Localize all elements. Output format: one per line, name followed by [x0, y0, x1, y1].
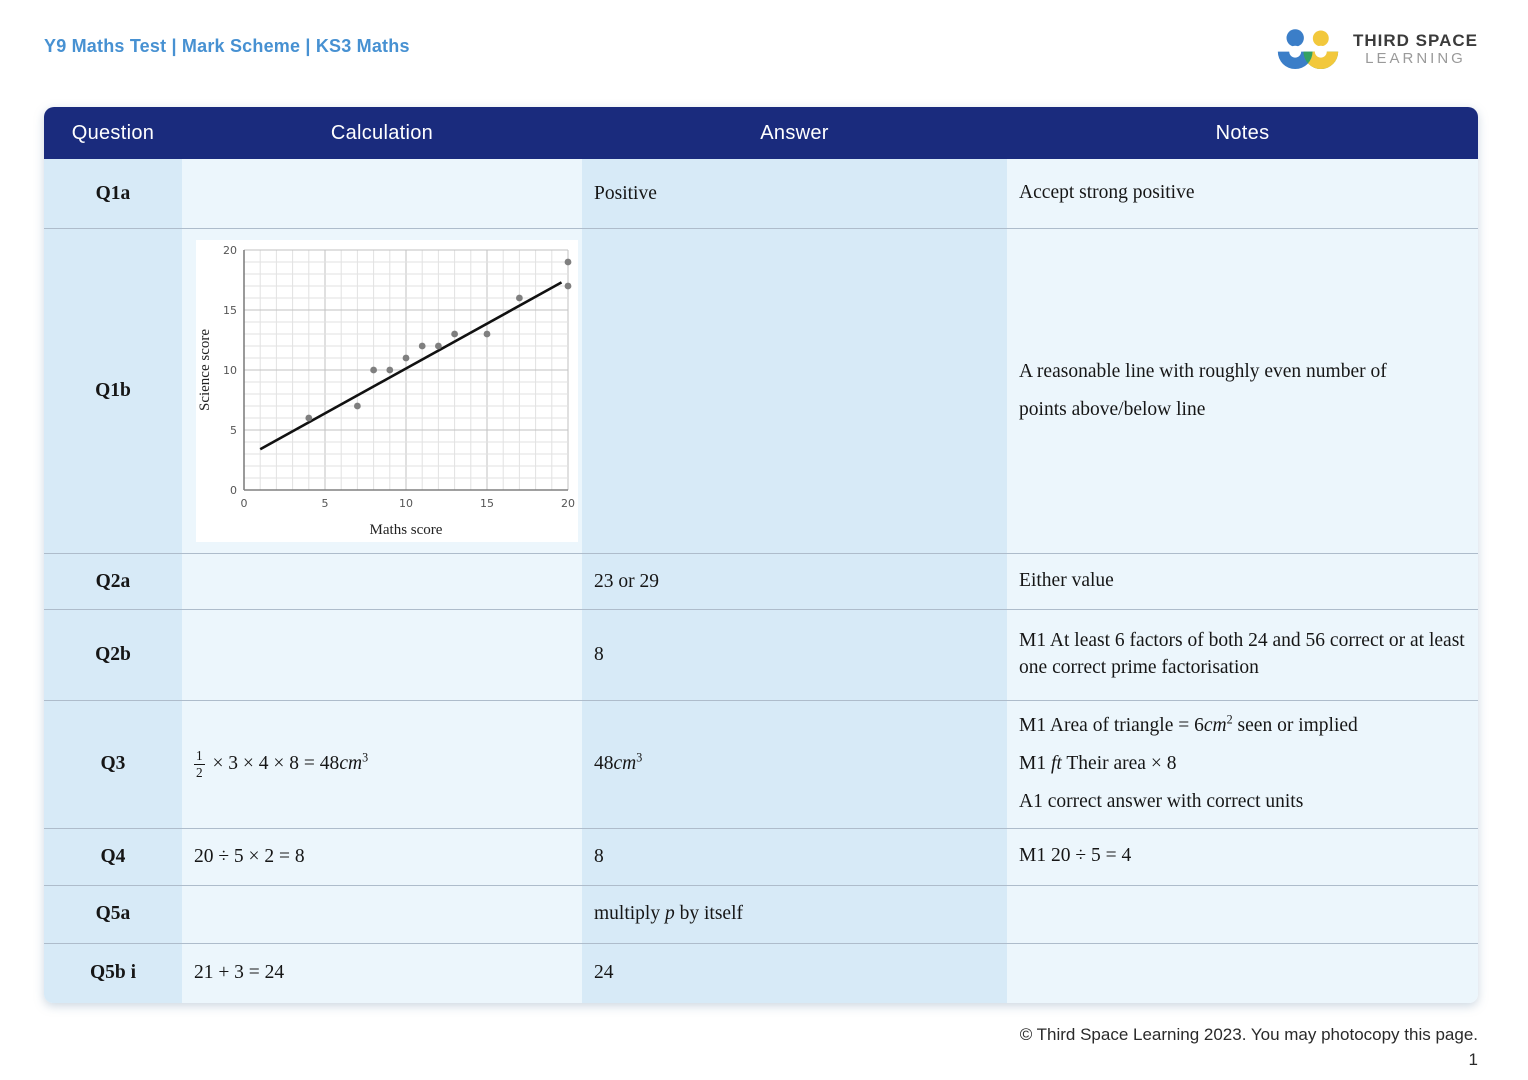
table-header-row: Question Calculation Answer Notes [44, 107, 1478, 159]
calculation-cell [181, 554, 583, 609]
answer-cell: 8 [582, 610, 1008, 700]
notes-cell: Either value [1007, 554, 1478, 609]
logo-people-icon [1277, 29, 1339, 70]
note-line: M1 At least 6 factors of both 24 and 56 … [1019, 630, 1465, 678]
calculation-cell: 20 ÷ 5 × 2 = 8 [181, 828, 583, 885]
answer-cell: 23 or 29 [582, 554, 1008, 609]
question-cell: Q3 [44, 701, 182, 828]
table-row: Q5b i 21 + 3 = 24 24 [44, 942, 1478, 1003]
notes-cell: M1 20 ÷ 5 = 4 [1007, 828, 1478, 885]
calculation-cell [181, 610, 583, 700]
svg-text:10: 10 [223, 364, 237, 377]
page-number: 1 [1468, 1049, 1478, 1069]
answer-cell: 8 [582, 828, 1008, 885]
table-row: Q4 20 ÷ 5 × 2 = 8 8 M1 20 ÷ 5 = 4 [44, 827, 1478, 885]
note-line: Either value [1019, 570, 1114, 592]
calculation-cell [181, 159, 583, 228]
note-line: M1 Area of triangle = 6cm2 seen or impli… [1019, 712, 1358, 736]
svg-text:0: 0 [230, 484, 237, 497]
question-cell: Q1a [44, 159, 182, 228]
svg-text:5: 5 [321, 497, 328, 510]
answer-cell: multiply p by itself [582, 885, 1008, 943]
note-line: Accept strong positive [1019, 182, 1195, 204]
note-line: M1 ft Their area × 8 [1019, 752, 1177, 774]
calculation-cell: 0 5 10 15 20 0 5 10 15 20 Maths score Science score [181, 229, 583, 553]
column-header-notes: Notes [1215, 121, 1270, 144]
copyright-text: © Third Space Learning 2023. You may pho… [1019, 1024, 1478, 1044]
logo-text: THIRD SPACE LEARNING [1353, 29, 1478, 68]
page-footer: © Third Space Learning 2023. You may pho… [44, 1025, 1478, 1070]
notes-cell: A reasonable line with roughly even numb… [1007, 229, 1478, 553]
note-line: points above/below line [1019, 398, 1206, 420]
logo-line1: THIRD SPACE [1353, 30, 1478, 50]
note-line: M1 20 ÷ 5 = 4 [1019, 845, 1132, 867]
question-cell: Q5b i [44, 943, 182, 1003]
table-body: Q1a Positive Accept strong positive Q1b … [44, 159, 1478, 1003]
document-header: Y9 Maths Test | Mark Scheme | KS3 Maths [0, 0, 1528, 84]
answer-text: Positive [594, 182, 657, 204]
calculation-text: 21 + 3 = 24 [193, 962, 285, 984]
table-row: Q5a multiply p by itself [44, 884, 1478, 943]
svg-text:20: 20 [561, 497, 575, 510]
table-row: Q2a 23 or 29 Either value [44, 553, 1478, 609]
notes-cell: M1 Area of triangle = 6cm2 seen or impli… [1007, 701, 1478, 828]
logo-line2: LEARNING [1365, 50, 1466, 68]
svg-text:5: 5 [230, 424, 237, 437]
table-row: Q1b 0 5 10 15 20 0 5 10 15 20 Maths score Science s… [44, 228, 1478, 553]
notes-cell [1007, 943, 1478, 1003]
answer-text: 8 [594, 644, 604, 665]
mark-scheme-table: Question Calculation Answer Notes Q1a Po… [44, 107, 1478, 1003]
question-cell: Q5a [44, 885, 182, 943]
notes-cell: M1 At least 6 factors of both 24 and 56 … [1007, 610, 1478, 700]
column-header-answer: Answer [760, 121, 829, 144]
answer-text: 24 [594, 962, 614, 984]
question-cell: Q2b [44, 610, 182, 700]
answer-text: 8 [594, 845, 604, 867]
answer-text: 48cm3 [594, 750, 643, 775]
svg-text:20: 20 [223, 244, 237, 257]
svg-text:0: 0 [240, 497, 247, 510]
note-line: A reasonable line with roughly even numb… [1019, 360, 1387, 382]
calculation-cell [181, 885, 583, 943]
svg-text:Science score: Science score [197, 329, 213, 411]
page-title: Y9 Maths Test | Mark Scheme | KS3 Maths [44, 36, 410, 56]
calculation-cell: 21 + 3 = 24 [181, 943, 583, 1003]
question-cell: Q1b [44, 229, 182, 553]
table-row: Q2b 8 M1 At least 6 factors of both 24 a… [44, 609, 1478, 700]
svg-text:15: 15 [480, 497, 494, 510]
answer-text: 23 or 29 [594, 570, 660, 592]
question-cell: Q4 [44, 828, 182, 885]
answer-cell: 48cm3 [582, 701, 1008, 828]
column-header-calculation: Calculation [330, 121, 434, 144]
column-header-question: Question [71, 121, 155, 144]
answer-cell [582, 229, 1008, 553]
svg-text:10: 10 [399, 497, 413, 510]
answer-cell: Positive [582, 159, 1008, 228]
answer-text: multiply p by itself [594, 903, 743, 925]
notes-cell [1007, 885, 1478, 943]
svg-text:Maths score: Maths score [369, 522, 442, 538]
question-cell: Q2a [44, 554, 182, 609]
notes-cell: Accept strong positive [1007, 159, 1478, 228]
note-line: A1 correct answer with correct units [1019, 790, 1304, 812]
calculation-text: 20 ÷ 5 × 2 = 8 [193, 845, 305, 867]
answer-cell: 24 [582, 943, 1008, 1003]
svg-text:15: 15 [223, 304, 237, 317]
third-space-learning-logo: THIRD SPACE LEARNING [1276, 26, 1478, 70]
scatter-plot: 0 5 10 15 20 0 5 10 15 20 Maths score Science score [195, 240, 578, 542]
table-row: Q1a Positive Accept strong positive [44, 159, 1478, 228]
